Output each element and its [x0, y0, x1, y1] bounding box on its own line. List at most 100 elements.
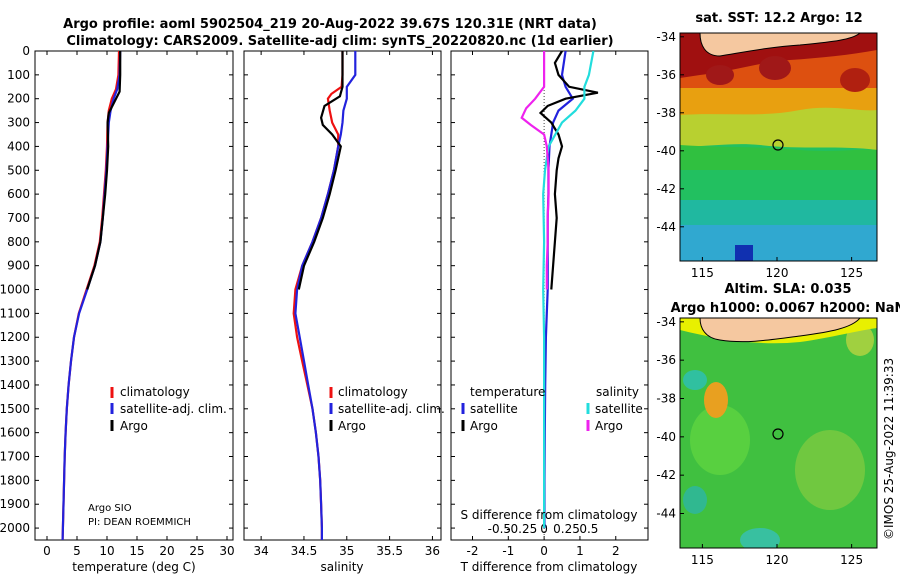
sla-argo-position-marker — [772, 428, 784, 440]
depth-tick-label: 1900 — [0, 497, 30, 511]
map-y-tick-label: -36 — [656, 353, 676, 367]
difference-series — [520, 51, 599, 529]
legend-s-satellite-label: satellite — [595, 402, 643, 416]
depth-tick-label: 1600 — [0, 426, 30, 440]
map-y-tick-label: -42 — [656, 182, 676, 196]
legend-climatology-label: climatology — [120, 385, 190, 399]
map-x-tick-label: 125 — [840, 266, 863, 280]
depth-axis: 0 100 200 300 400 500 600 700 800 900 1000 1100 1200… — [0, 44, 648, 535]
x2-tick-label: -0.25 — [506, 522, 537, 536]
temperature-legend: climatology satellite-adj. clim. Argo — [110, 385, 227, 433]
map-y-tick-label: -40 — [656, 144, 676, 158]
map-x-tick-label: 115 — [691, 553, 714, 567]
imos-watermark: ©IMOS 25-Aug-2022 11:39:33 — [882, 358, 896, 540]
series-line-temperature-satellite — [543, 51, 575, 529]
legend-s-argo-label: Argo — [595, 419, 623, 433]
series-line-salinity-satellite — [542, 51, 595, 529]
legend-argo-label: Argo — [338, 419, 366, 433]
depth-tick-label: 1700 — [0, 450, 30, 464]
sla-map-image — [680, 318, 877, 548]
legend-temperature-heading: temperature — [470, 385, 545, 399]
series-line-salinity-argo — [520, 51, 550, 290]
difference-legend: temperature satellite Argo salinity sate… — [461, 385, 643, 433]
depth-tick-label: 500 — [7, 163, 30, 177]
depth-tick-label: 0 — [22, 44, 30, 58]
salinity-legend: climatology satellite-adj. clim. Argo — [329, 385, 445, 433]
temperature-x-axis: 0 5 10 15 20 25 30 — [43, 51, 235, 558]
s-difference-xlabel: S difference from climatology — [461, 508, 638, 522]
depth-tick-label: 2000 — [0, 521, 30, 535]
legend-t-argo-label: Argo — [470, 419, 498, 433]
legend-satellite-label: satellite-adj. clim. — [338, 402, 445, 416]
map-x-tick-label: 120 — [766, 266, 789, 280]
map-x-tick-label: 115 — [691, 266, 714, 280]
depth-tick-label: 400 — [7, 139, 30, 153]
x-tick-label: 1 — [576, 544, 584, 558]
x2-tick-label: 0.25 — [553, 522, 580, 536]
x-tick-label: 35 — [339, 544, 354, 558]
series-line-temperature-argo — [538, 51, 599, 290]
map-x-tick-label: 125 — [840, 553, 863, 567]
map-y-tick-label: -40 — [656, 430, 676, 444]
series-line-climatology — [292, 51, 344, 540]
temperature-xlabel: temperature (deg C) — [72, 560, 195, 574]
salinity-xlabel: salinity — [320, 560, 363, 574]
depth-tick-label: 900 — [7, 259, 30, 273]
depth-tick-label: 800 — [7, 235, 30, 249]
map-y-tick-label: -34 — [656, 315, 676, 329]
sla-map-title-line2: Argo h1000: 0.0067 h2000: NaN — [671, 301, 900, 316]
legend-satellite-label: satellite-adj. clim. — [120, 402, 227, 416]
salinity-series — [292, 51, 357, 540]
series-line-satellite-adj-clim- — [61, 51, 122, 540]
legend-salinity-heading: salinity — [596, 385, 639, 399]
depth-tick-label: 1800 — [0, 473, 30, 487]
legend-argo-label: Argo — [120, 419, 148, 433]
temperature-series — [61, 51, 122, 540]
sst-argo-position-marker — [772, 139, 784, 151]
sst-map-axes: 115 120 125 -34 -36 -38 -40 -42 -44 — [656, 30, 863, 280]
x-tick-label: 0 — [43, 544, 51, 558]
sla-map-title-line1: Altim. SLA: 0.035 — [725, 282, 852, 297]
credit-line1: Argo SIO — [88, 503, 132, 514]
series-line-argo — [297, 51, 344, 290]
x-tick-label: 5 — [73, 544, 81, 558]
map-y-tick-label: -44 — [656, 220, 676, 234]
x-tick-label: 2 — [612, 544, 620, 558]
x2-tick-label: 0.5 — [579, 522, 598, 536]
depth-tick-label: 300 — [7, 116, 30, 130]
x-tick-label: 36 — [425, 544, 440, 558]
x-tick-label: 35.5 — [376, 544, 403, 558]
x-tick-label: 25 — [189, 544, 204, 558]
difference-panel-frame — [450, 50, 649, 541]
t-difference-xlabel: T difference from climatology — [460, 560, 638, 574]
x-tick-label: 34.5 — [291, 544, 318, 558]
depth-tick-label: 1300 — [0, 354, 30, 368]
map-y-tick-label: -38 — [656, 106, 676, 120]
map-y-tick-label: -36 — [656, 68, 676, 82]
depth-tick-label: 1400 — [0, 378, 30, 392]
sst-map-image — [680, 33, 877, 261]
depth-tick-label: 100 — [7, 68, 30, 82]
depth-tick-label: 1500 — [0, 402, 30, 416]
legend-t-satellite-label: satellite — [470, 402, 518, 416]
x2-tick-label: -0.5 — [488, 522, 511, 536]
series-line-satellite-adj-clim- — [294, 51, 357, 540]
x-tick-label: 30 — [219, 544, 234, 558]
depth-tick-label: 200 — [7, 92, 30, 106]
x-tick-label: -1 — [502, 544, 514, 558]
depth-tick-label: 1000 — [0, 283, 30, 297]
legend-climatology-label: climatology — [338, 385, 408, 399]
depth-tick-label: 700 — [7, 211, 30, 225]
sla-map-frame — [679, 317, 878, 549]
x-tick-label: 10 — [99, 544, 114, 558]
x-tick-label: 0 — [540, 544, 548, 558]
map-y-tick-label: -34 — [656, 30, 676, 44]
t-difference-x-axis: -2 -1 0 1 2 — [467, 51, 620, 558]
figure-title-line1: Argo profile: aoml 5902504_219 20-Aug-20… — [63, 17, 597, 32]
map-x-tick-label: 120 — [766, 553, 789, 567]
depth-tick-label: 1200 — [0, 330, 30, 344]
series-line-argo — [86, 51, 122, 290]
depth-tick-label: 600 — [7, 187, 30, 201]
salinity-x-axis: 34 34.5 35 35.5 36 — [253, 51, 440, 558]
